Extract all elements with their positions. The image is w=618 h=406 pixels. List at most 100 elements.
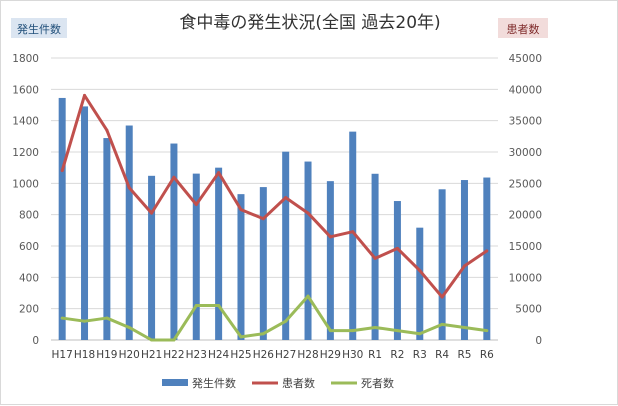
bar-H17 <box>58 97 66 340</box>
series-1-point-H17 <box>60 169 64 173</box>
x-tick-label: H26 <box>253 349 275 361</box>
x-tick-label: H21 <box>141 349 162 361</box>
left-axis-label-box <box>11 18 67 38</box>
y-left-tick-label: 400 <box>19 272 39 284</box>
series-2-point-R3 <box>418 332 422 336</box>
line-series-layer <box>60 93 489 342</box>
x-tick-label: R5 <box>457 349 471 361</box>
y-left-tick-label: 1200 <box>12 147 39 159</box>
series-2-point-H17 <box>60 316 64 320</box>
legend-label-patients: 患者数 <box>282 377 315 390</box>
series-2-point-H30 <box>351 329 355 333</box>
x-tick-label: R1 <box>368 349 382 361</box>
y-right-tick-label: 30000 <box>509 147 542 159</box>
axis-labels-layer: 0 200 400 600 800 1000 1200 1400 1600 1800 0 5000 10… <box>12 53 542 361</box>
x-tick-label: H17 <box>52 349 73 361</box>
bar-H27 <box>282 151 290 340</box>
bar-H29 <box>326 181 334 340</box>
bar-H18 <box>81 106 89 340</box>
x-tick-label: H27 <box>275 349 296 361</box>
series-1-point-R6 <box>485 249 489 253</box>
bar-H19 <box>103 138 111 340</box>
series-1-point-H23 <box>194 203 198 207</box>
series-1-point-H22 <box>172 175 176 179</box>
bar-H26 <box>259 187 267 340</box>
series-2-point-R5 <box>462 325 466 329</box>
series-2-point-H22 <box>172 338 176 342</box>
series-2-point-H23 <box>194 304 198 308</box>
y-left-tick-label: 200 <box>19 304 39 316</box>
x-tick-label: H23 <box>186 349 207 361</box>
series-1-point-R3 <box>418 269 422 273</box>
series-1-point-H25 <box>239 208 243 212</box>
x-tick-label: R3 <box>413 349 427 361</box>
x-tick-label: H25 <box>230 349 251 361</box>
series-2-point-H26 <box>261 332 265 336</box>
series-line-1 <box>60 93 488 299</box>
bar-R6 <box>483 177 491 340</box>
series-1-point-H27 <box>284 196 288 200</box>
y-right-tick-label: 20000 <box>509 210 542 222</box>
series-1-point-H20 <box>127 186 131 190</box>
y-left-tick-label: 1400 <box>12 116 39 128</box>
bar-series-layer <box>58 97 491 340</box>
series-2-point-H28 <box>306 294 310 298</box>
y-right-tick-label: 10000 <box>509 272 542 284</box>
y-left-tick-label: 800 <box>19 210 39 222</box>
x-tick-label: H19 <box>96 349 117 361</box>
y-right-tick-label: 15000 <box>509 241 542 253</box>
bar-H20 <box>125 125 133 340</box>
x-tick-label: H28 <box>297 349 318 361</box>
legend: 発生件数 患者数 死者数 <box>162 376 394 390</box>
chart-title: 食中毒の発生状況(全国 過去20年) <box>179 13 440 33</box>
y-right-tick-label: 25000 <box>509 178 542 190</box>
series-2-point-R2 <box>395 329 399 333</box>
gridlines <box>51 57 498 341</box>
bar-H28 <box>304 161 312 340</box>
series-2-point-H25 <box>239 335 243 339</box>
series-line-2 <box>61 294 488 342</box>
legend-label-cases: 発生件数 <box>192 376 236 390</box>
bar-H25 <box>237 194 245 340</box>
series-1-point-R2 <box>395 246 399 250</box>
series-2-point-H18 <box>83 319 87 323</box>
x-tick-label: H18 <box>74 349 95 361</box>
y-right-tick-label: 0 <box>535 335 542 347</box>
series-1-point-R1 <box>373 256 377 260</box>
bar-H21 <box>148 175 156 340</box>
bar-H23 <box>192 173 200 340</box>
series-2-point-R1 <box>373 325 377 329</box>
y-right-tick-label: 5000 <box>515 304 542 316</box>
series-1-point-R5 <box>462 264 466 268</box>
series-1-point-R4 <box>440 295 444 299</box>
series-1-point-H18 <box>83 93 87 97</box>
x-tick-label: R4 <box>435 349 449 361</box>
right-axis-label-box <box>498 18 548 38</box>
bar-H22 <box>170 143 178 340</box>
legend-swatch-cases <box>162 379 188 386</box>
x-tick-label: H30 <box>342 349 363 361</box>
series-2-point-H19 <box>105 316 109 320</box>
y-right-tick-label: 45000 <box>509 53 542 65</box>
y-right-tick-label: 40000 <box>509 84 542 96</box>
y-left-tick-label: 600 <box>19 241 39 253</box>
x-tick-label: H20 <box>119 349 140 361</box>
bar-H24 <box>215 167 223 340</box>
y-left-tick-label: 1000 <box>12 178 39 190</box>
x-tick-label: H22 <box>163 349 184 361</box>
series-2-point-H21 <box>150 338 154 342</box>
series-2-point-H29 <box>328 329 332 333</box>
series-2-point-R4 <box>440 322 444 326</box>
x-tick-label: R6 <box>480 349 494 361</box>
bar-R4 <box>438 189 446 340</box>
series-1-point-H26 <box>261 217 265 221</box>
series-1-point-H30 <box>351 230 355 234</box>
series-1-point-H24 <box>217 171 221 175</box>
series-2-point-H20 <box>127 325 131 329</box>
legend-label-deaths: 死者数 <box>361 377 394 390</box>
x-tick-label: H24 <box>208 349 230 361</box>
bar-R5 <box>460 180 468 340</box>
series-2-point-H24 <box>217 304 221 308</box>
series-1-point-H28 <box>306 211 310 215</box>
